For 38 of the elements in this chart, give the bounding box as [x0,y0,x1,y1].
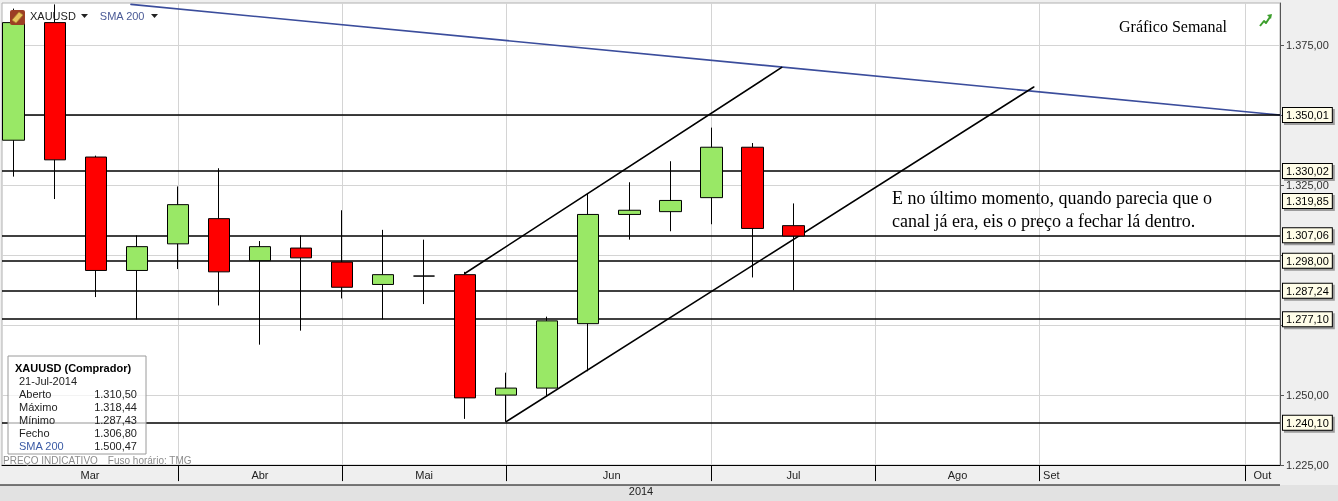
annotation: 1.310,50 [94,388,137,400]
annotation: PREÇO INDICATIVO [3,454,99,466]
annotation: SMA 200 [19,440,64,452]
ref-line-label: 1.298,00 [1286,254,1329,267]
annotation: Mínimo [19,414,56,426]
annotation: Fecho [19,427,50,439]
text: Gráfico Semanal [1119,17,1228,35]
ref-line-label: 1.307,06 [1286,229,1329,242]
x-tick-label: Ago [947,468,968,481]
y-tick-label: 1.325,00 [1286,179,1329,192]
ref-line-label: 1.287,24 [1286,284,1329,297]
ref-line-label: 1.330,02 [1286,164,1329,177]
y-tick-label: 1.250,00 [1286,389,1329,402]
annotation: SMA 200 [99,10,145,22]
y-tick-label: 1.375,00 [1286,39,1329,52]
x-tick-label: Out [1253,468,1272,481]
x-tick-label: Abr [251,468,269,481]
annotation: 1.318,44 [94,401,137,413]
annotation: Máximo [19,401,58,413]
annotation: 1.500,47 [94,440,137,452]
ref-line-label: 1.240,10 [1286,416,1329,429]
x-tick-label: Jun [602,468,621,481]
text: 1.319,85 [1286,195,1329,207]
x-tick-label: Mar [80,468,100,481]
annotation: Aberto [19,388,52,400]
x-tick-label: Set [1043,468,1060,481]
annotation: 21-Jul-2014 [19,375,78,387]
annotation: Fuso horário: TMG [107,454,192,466]
y-tick-label: 1.225,00 [1286,459,1329,472]
ref-line-label: 1.350,01 [1286,109,1329,121]
annotation: 1.287,43 [94,414,137,426]
annotation: XAUUSD (Comprador) [15,362,132,374]
x-tick-label: Jul [786,468,801,481]
annotation: E no último momento, quando parecia que o canal já era, eis o preço a fechar lá dentro. [892,187,1217,231]
ref-line-label: 1.277,10 [1286,313,1329,326]
x-axis-title: 2014 [628,484,654,497]
annotation: 1.306,80 [94,427,137,439]
x-tick-label: Mai [415,468,433,481]
